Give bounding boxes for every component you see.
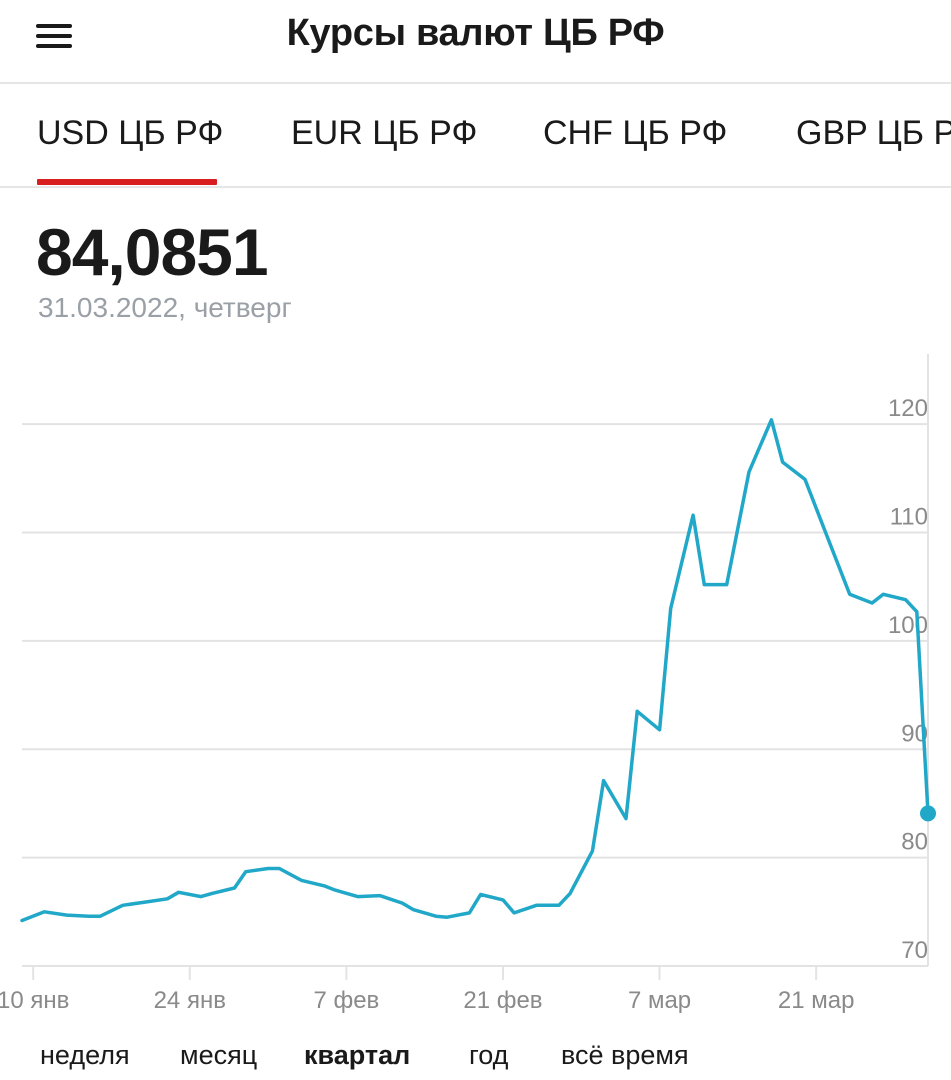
period-week[interactable]: неделя <box>40 1040 130 1070</box>
menu-bar <box>36 24 72 28</box>
x-tick-label: 7 фев <box>313 987 379 1014</box>
y-tick-label: 110 <box>890 504 928 531</box>
rate-chart[interactable]: 70 80 90 100 110 120 10 янв 24 янв 7 фев 21 фев 7… <box>0 340 951 1020</box>
active-tab-indicator <box>37 179 217 185</box>
x-tick-label: 21 фев <box>463 987 542 1014</box>
series-line <box>20 418 930 923</box>
x-tick-label: 24 янв <box>154 987 226 1014</box>
tab-gbp[interactable]: GBP ЦБ РФ <box>796 114 951 152</box>
period-quarter[interactable]: квартал <box>304 1040 411 1070</box>
period-month[interactable]: месяц <box>180 1040 258 1070</box>
y-tick-label: 100 <box>888 612 928 639</box>
x-tick-label: 10 янв <box>0 987 69 1014</box>
chart-axis <box>32 354 929 980</box>
period-selector: неделя месяц квартал год всё время <box>0 1036 951 1080</box>
y-tick-label: 80 <box>901 829 928 856</box>
current-rate-date: 31.03.2022, четверг <box>38 292 292 323</box>
y-tick-label: 70 <box>901 937 928 964</box>
y-tick-label: 120 <box>888 395 928 422</box>
tab-eur[interactable]: EUR ЦБ РФ <box>291 114 478 152</box>
chart-x-labels: 10 янв 24 янв 7 фев 21 фев 7 мар 21 мар <box>0 987 854 1014</box>
currency-tabs: USD ЦБ РФ EUR ЦБ РФ CHF ЦБ РФ GBP ЦБ РФ <box>0 86 951 188</box>
x-tick-label: 21 мар <box>778 987 855 1014</box>
tab-usd[interactable]: USD ЦБ РФ <box>37 114 224 152</box>
last-point-marker <box>920 805 936 822</box>
menu-bar <box>36 44 72 48</box>
chart-grid <box>22 423 928 967</box>
menu-bar <box>36 34 72 38</box>
x-tick-label: 7 мар <box>628 987 691 1014</box>
hamburger-menu-icon[interactable] <box>36 20 76 52</box>
period-all-time[interactable]: всё время <box>561 1040 689 1070</box>
period-year[interactable]: год <box>469 1040 509 1070</box>
tab-chf[interactable]: CHF ЦБ РФ <box>543 114 728 152</box>
current-rate-value: 84,0851 <box>36 215 269 289</box>
app-header: Курсы валют ЦБ РФ <box>0 0 951 84</box>
page-title: Курсы валют ЦБ РФ <box>286 12 665 54</box>
chart-line-layer <box>20 418 936 923</box>
